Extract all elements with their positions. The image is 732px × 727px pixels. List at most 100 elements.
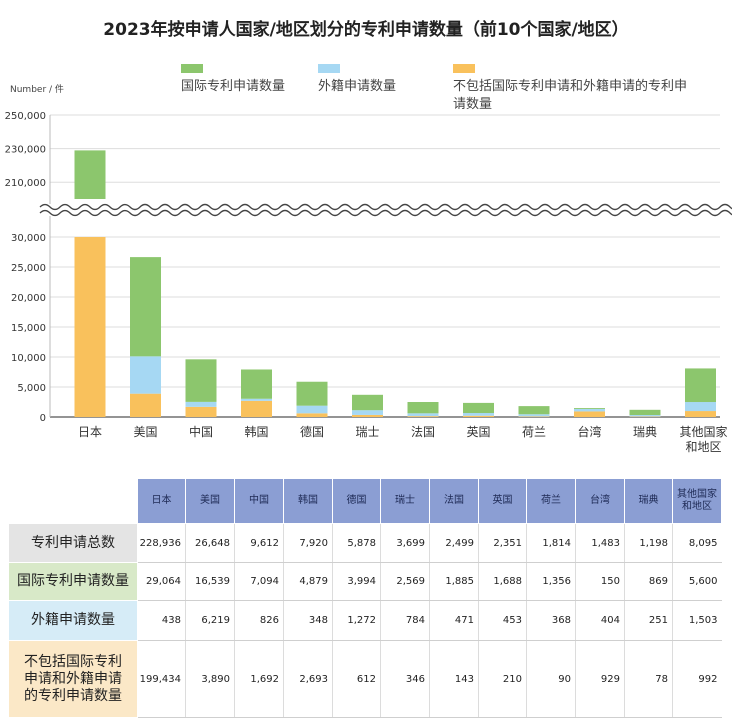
y-tick-labels: 0 5,000 10,000 15,000 20,000 25,000 30,000 210,… xyxy=(5,111,46,424)
table-cell: 992 xyxy=(672,640,722,718)
legend-label-line: 不包括国际专利申请和外籍申请的专利申 xyxy=(453,78,687,94)
bar-segment xyxy=(296,381,328,406)
table-header-cell: 荷兰 xyxy=(526,478,576,524)
table-header-row: 日本 美国 中国 韩国 德国 瑞士 法国 英国 荷兰 台湾 瑞典 其他国家 和地区 xyxy=(8,478,722,524)
x-category-label: 荷兰 xyxy=(522,425,546,439)
x-category-label: 瑞士 xyxy=(355,425,379,439)
bar-segment xyxy=(296,405,328,414)
data-table: 日本 美国 中国 韩国 德国 瑞士 法国 英国 荷兰 台湾 瑞典 其他国家 和地区 专利申请总数 228,9… xyxy=(8,478,722,718)
chart-title: 2023年按申请人国家/地区划分的专利申请数量（前10个国家/地区） xyxy=(103,19,628,40)
table-cell: 1,885 xyxy=(429,562,479,601)
bar-segment xyxy=(130,393,161,417)
table-cell: 3,890 xyxy=(185,640,235,718)
table-cell: 251 xyxy=(624,600,673,641)
table-cell: 5,600 xyxy=(672,562,722,601)
axis-break xyxy=(36,203,732,217)
y-tick-label: 250,000 xyxy=(5,111,46,122)
x-category-label: 法国 xyxy=(411,425,435,439)
legend-swatch xyxy=(453,64,475,73)
bar-segment xyxy=(241,400,272,417)
table-cell: 210 xyxy=(478,640,527,718)
bar-segment xyxy=(352,414,383,417)
x-category-label: 美国 xyxy=(133,425,157,439)
axis-break-line xyxy=(39,203,732,211)
x-category-label: 其他国家 xyxy=(679,424,727,439)
table-cell: 90 xyxy=(526,640,576,718)
table-cell: 9,612 xyxy=(234,523,284,563)
table-row: 不包括国际专利 申请和外籍申请 的专利申请数量 199,434 3,890 1,692 2,… xyxy=(8,640,722,718)
legend-label-line: 请数量 xyxy=(453,97,492,112)
gridlines xyxy=(49,114,720,418)
bar-segment xyxy=(685,368,716,403)
bar-segment xyxy=(185,401,217,407)
table-cell: 453 xyxy=(478,600,527,641)
table-cell: 6,219 xyxy=(185,600,235,641)
table-cell: 929 xyxy=(575,640,625,718)
table-cell: 143 xyxy=(429,640,479,718)
table-cell: 7,920 xyxy=(283,523,333,563)
table-cell: 3,994 xyxy=(332,562,381,601)
bar-segment xyxy=(352,410,383,415)
bar-segment xyxy=(241,369,272,399)
table-header-cell: 日本 xyxy=(137,478,186,524)
bar-segment xyxy=(130,257,161,357)
table-cell: 1,198 xyxy=(624,523,673,563)
x-category-label: 德国 xyxy=(300,424,324,439)
axis-break-line xyxy=(39,209,732,217)
table-header-cell: 瑞典 xyxy=(624,478,673,524)
bar-segment xyxy=(407,413,439,417)
table-header-cell: 其他国家 和地区 xyxy=(672,478,722,524)
legend-label: 外籍申请数量 xyxy=(318,78,396,94)
table-header-cell: 英国 xyxy=(478,478,527,524)
x-category-label: 英国 xyxy=(466,425,490,439)
table-cell: 368 xyxy=(526,600,576,641)
y-tick-label: 15,000 xyxy=(11,323,46,334)
x-category-label: 台湾 xyxy=(577,424,601,439)
table-row: 专利申请总数 228,936 26,648 9,612 7,920 5,878 3,699 2… xyxy=(8,523,722,563)
table-cell: 2,499 xyxy=(429,523,479,563)
table-row: 外籍申请数量 438 6,219 826 348 1,272 784 471 453 368 404… xyxy=(8,600,722,641)
legend-swatch xyxy=(181,64,203,73)
y-tick-label: 10,000 xyxy=(11,353,46,364)
y-tick-label: 0 xyxy=(40,413,46,424)
x-category-label: 瑞典 xyxy=(633,425,657,439)
table-cell: 471 xyxy=(429,600,479,641)
table-corner xyxy=(8,478,138,524)
bar-segment xyxy=(685,402,716,412)
table-cell: 78 xyxy=(624,640,673,718)
bar-segment xyxy=(74,237,106,417)
legend-label: 不包括国际专利申请和外籍申请的专利申请数量 xyxy=(453,78,687,112)
bar-segment xyxy=(296,413,328,417)
bar-segment xyxy=(407,402,439,414)
table-cell: 869 xyxy=(624,562,673,601)
table-cell: 1,356 xyxy=(526,562,576,601)
bar-segment xyxy=(518,406,550,415)
bar-segment xyxy=(185,406,217,417)
table-row-label: 国际专利申请数量 xyxy=(8,562,138,601)
table-cell: 2,693 xyxy=(283,640,333,718)
y-tick-label: 30,000 xyxy=(11,233,46,244)
table-row-label: 外籍申请数量 xyxy=(8,600,138,641)
table-cell: 8,095 xyxy=(672,523,722,563)
bar-segment xyxy=(130,356,161,394)
table-cell: 1,814 xyxy=(526,523,576,563)
bar-segment xyxy=(574,409,605,412)
table-cell: 348 xyxy=(283,600,333,641)
table-cell: 404 xyxy=(575,600,625,641)
table-header-cell: 瑞士 xyxy=(380,478,430,524)
bars xyxy=(74,150,716,417)
axis-break-gap xyxy=(36,204,726,216)
bar-segment xyxy=(463,402,494,414)
x-category-label: 中国 xyxy=(189,424,213,439)
x-category-label: 和地区 xyxy=(685,440,721,454)
bar-segment xyxy=(629,415,661,417)
table-header-cell: 台湾 xyxy=(575,478,625,524)
y-tick-label: 5,000 xyxy=(17,383,46,394)
y-tick-label: 25,000 xyxy=(11,263,46,274)
legend-swatch xyxy=(318,64,340,73)
bar-segment xyxy=(574,408,605,410)
table-cell: 7,094 xyxy=(234,562,284,601)
table-cell: 199,434 xyxy=(137,640,186,718)
x-category-label: 韩国 xyxy=(244,424,268,439)
